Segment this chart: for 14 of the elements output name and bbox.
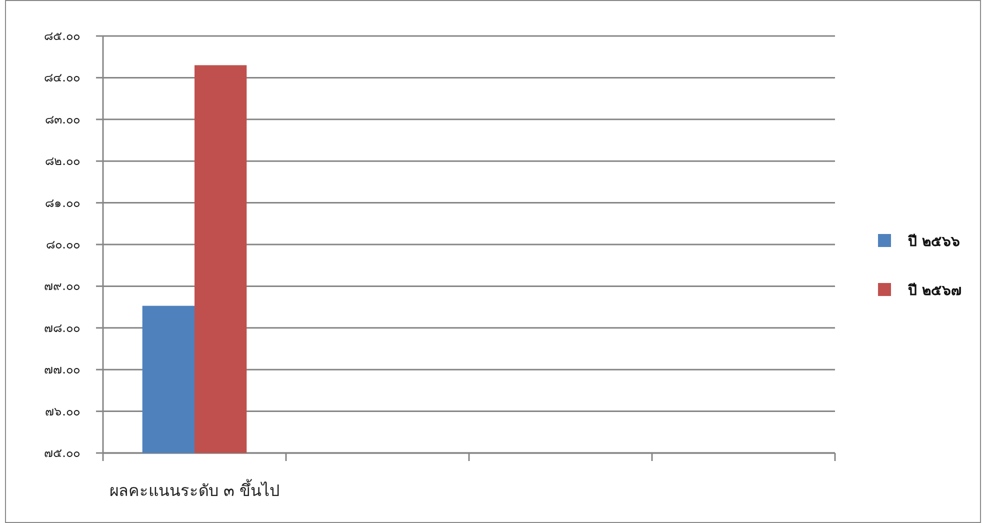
y-tick-label: ๗๖.๐๐ [45, 404, 80, 418]
legend-label: ปี ๒๕๖๖ [907, 234, 960, 250]
y-tick-label: ๗๙.๐๐ [44, 279, 80, 294]
legend-label: ปี ๒๕๖๗ [907, 283, 962, 299]
y-tick-label: ๘๒.๐๐ [45, 154, 80, 168]
x-tick-label: ผลคะแนนระดับ ๓ ขึ้นไป [109, 479, 280, 500]
y-tick-label: ๘๐.๐๐ [46, 238, 80, 252]
y-tick-label: ๗๗.๐๐ [44, 362, 80, 377]
y-tick-label: ๘๕.๐๐ [44, 29, 80, 43]
y-tick-label: ๗๘.๐๐ [44, 320, 80, 335]
y-tick-label: ๘๓.๐๐ [45, 112, 80, 126]
y-tick-label: ๗๕.๐๐ [44, 446, 80, 460]
y-tick-label: ๘๑.๐๐ [45, 196, 80, 210]
y-tick-label: ๘๔.๐๐ [44, 70, 80, 85]
